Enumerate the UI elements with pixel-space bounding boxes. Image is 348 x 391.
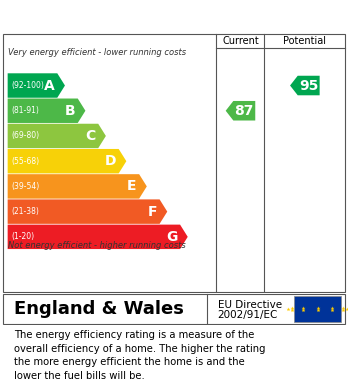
Text: Very energy efficient - lower running costs: Very energy efficient - lower running co… bbox=[8, 48, 186, 57]
Text: D: D bbox=[104, 154, 116, 168]
Text: B: B bbox=[64, 104, 75, 118]
Text: (55-68): (55-68) bbox=[12, 157, 40, 166]
Polygon shape bbox=[226, 101, 255, 120]
Polygon shape bbox=[8, 224, 188, 249]
Text: G: G bbox=[166, 230, 177, 244]
Text: Energy Efficiency Rating: Energy Efficiency Rating bbox=[10, 8, 239, 26]
Text: The energy efficiency rating is a measure of the
overall efficiency of a home. T: The energy efficiency rating is a measur… bbox=[14, 330, 266, 381]
Text: C: C bbox=[85, 129, 95, 143]
Text: Current: Current bbox=[222, 36, 259, 46]
Text: 95: 95 bbox=[299, 79, 318, 93]
Text: 2002/91/EC: 2002/91/EC bbox=[218, 310, 278, 320]
Bar bbox=[294, 296, 341, 323]
Text: A: A bbox=[44, 79, 55, 93]
Text: (21-38): (21-38) bbox=[12, 207, 40, 216]
Text: E: E bbox=[127, 179, 136, 194]
Polygon shape bbox=[8, 149, 126, 173]
Text: F: F bbox=[147, 204, 157, 219]
Polygon shape bbox=[8, 199, 167, 224]
Text: England & Wales: England & Wales bbox=[14, 300, 184, 318]
Text: 87: 87 bbox=[235, 104, 254, 118]
Text: (81-91): (81-91) bbox=[12, 106, 40, 115]
Text: (39-54): (39-54) bbox=[12, 182, 40, 191]
Text: (92-100): (92-100) bbox=[12, 81, 45, 90]
Text: Not energy efficient - higher running costs: Not energy efficient - higher running co… bbox=[8, 241, 185, 251]
Text: (69-80): (69-80) bbox=[12, 131, 40, 140]
Polygon shape bbox=[8, 174, 147, 199]
Polygon shape bbox=[8, 99, 85, 123]
Polygon shape bbox=[290, 76, 319, 95]
Text: (1-20): (1-20) bbox=[12, 232, 35, 241]
Polygon shape bbox=[8, 73, 65, 98]
Text: EU Directive: EU Directive bbox=[218, 300, 282, 310]
Polygon shape bbox=[8, 124, 106, 148]
Text: Potential: Potential bbox=[283, 36, 326, 46]
